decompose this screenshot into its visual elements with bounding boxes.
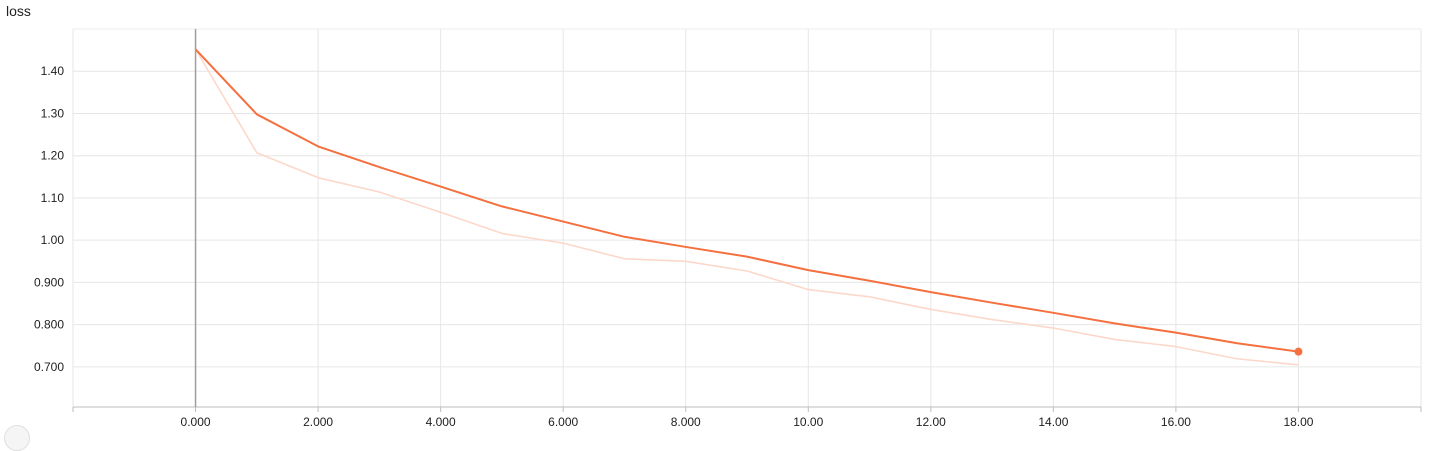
- y-tick-label: 0.800: [34, 318, 64, 332]
- y-tick-label: 0.700: [34, 360, 64, 374]
- y-tick-label: 0.900: [34, 275, 64, 289]
- x-tick-label: 14.00: [1038, 415, 1068, 429]
- label-layer: 0.700 0.800 0.900 1.00 1.10 1.20 1.30 1.40 0.000…: [34, 64, 1314, 429]
- x-tick-label: 16.00: [1161, 415, 1191, 429]
- x-tick-label: 4.000: [426, 415, 456, 429]
- x-tick-label: 18.00: [1283, 415, 1313, 429]
- corner-circle-button[interactable]: [4, 425, 30, 451]
- x-tick-label: 2.000: [303, 415, 333, 429]
- y-tick-label: 1.40: [41, 64, 65, 78]
- series-line-smoothed: [194, 48, 1299, 353]
- x-tick-label: 0.000: [181, 415, 211, 429]
- series-line-raw: [194, 48, 1299, 366]
- y-tick-label: 1.20: [41, 149, 65, 163]
- y-tick-label: 1.10: [41, 191, 65, 205]
- x-tick-label: 6.000: [548, 415, 578, 429]
- chart-svg: 0.700 0.800 0.900 1.00 1.10 1.20 1.30 1.40 0.000…: [34, 28, 1422, 429]
- chart-title: loss: [6, 3, 31, 19]
- series-layer: [194, 48, 1303, 366]
- axis-layer: [72, 29, 1422, 412]
- x-tick-label: 10.00: [793, 415, 823, 429]
- series-last-point[interactable]: [1294, 347, 1303, 356]
- grid-layer: [72, 28, 1422, 407]
- y-tick-label: 1.00: [41, 233, 65, 247]
- y-tick-label: 1.30: [41, 106, 65, 120]
- x-tick-label: 12.00: [916, 415, 946, 429]
- x-tick-label: 8.000: [671, 415, 701, 429]
